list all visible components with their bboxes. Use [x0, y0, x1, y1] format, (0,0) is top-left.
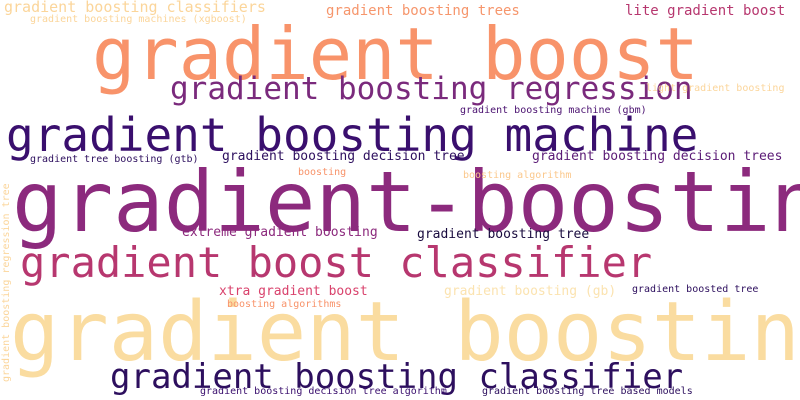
word-gradient-tree-boosting-gtb: gradient tree boosting (gtb)	[30, 154, 199, 165]
word-boosting-algorithms: boosting algorithms	[227, 299, 342, 310]
word-lite-gradient-boost: lite gradient boost	[625, 3, 786, 19]
word-xtra-gradient-boost: xtra gradient boost	[219, 284, 368, 299]
word-gradient-boosting-classifiers: gradient boosting classifiers	[4, 0, 266, 16]
word-gradient-boosting-tree: gradient boosting tree	[417, 227, 590, 242]
word-gradient-boosting-machine: gradient boosting machine	[6, 108, 699, 162]
word-gradient-boosting-trees: gradient boosting trees	[326, 3, 520, 19]
word-extreme-gradient-boosting: extreme gradient boosting	[182, 225, 378, 240]
word-gradient-boosting-decision-tree: gradient boosting decision tree	[222, 149, 465, 164]
word-boosting-algorithm: boosting algorithm	[463, 170, 572, 181]
word-gradient-boosting-tree-based-models: gradient boosting tree based models	[482, 386, 693, 397]
word-gradient-boosting-gb: gradient boosting (gb)	[444, 284, 617, 299]
word-gradient-boosting-machine-gbm: gradient boosting machine (gbm)	[460, 105, 647, 116]
word-gradient-boosting-hyphen: gradient-boosting	[12, 153, 800, 251]
word-gradient-boosting-regression-tree: gradient boosting regression tree	[1, 183, 12, 382]
word-gradient-boosting: gradient boosting	[10, 285, 800, 380]
word-gradient-boosted-tree: gradient boosted tree	[632, 284, 759, 295]
word-gradient-boost-classifier: gradient boost classifier	[20, 238, 653, 287]
word-gradient-boosting-machines-xgboost: gradient boosting machines (xgboost)	[30, 14, 247, 25]
word-light-gradient-boosting: light gradient boosting	[646, 83, 785, 94]
word-gradient-boost: gradient boost	[92, 12, 699, 96]
word-gradient-boosting-decision-trees: gradient boosting decision trees	[532, 149, 783, 164]
word-gradient-boosting-classifier: gradient boosting classifier	[110, 357, 684, 397]
word-gradient-boosting-regression: gradient boosting regression	[170, 71, 693, 107]
word-boosting: boosting	[298, 167, 347, 178]
word-gradient-boosting-decision-tree-algorithm: gradient boosting decision tree algorith…	[200, 386, 447, 397]
